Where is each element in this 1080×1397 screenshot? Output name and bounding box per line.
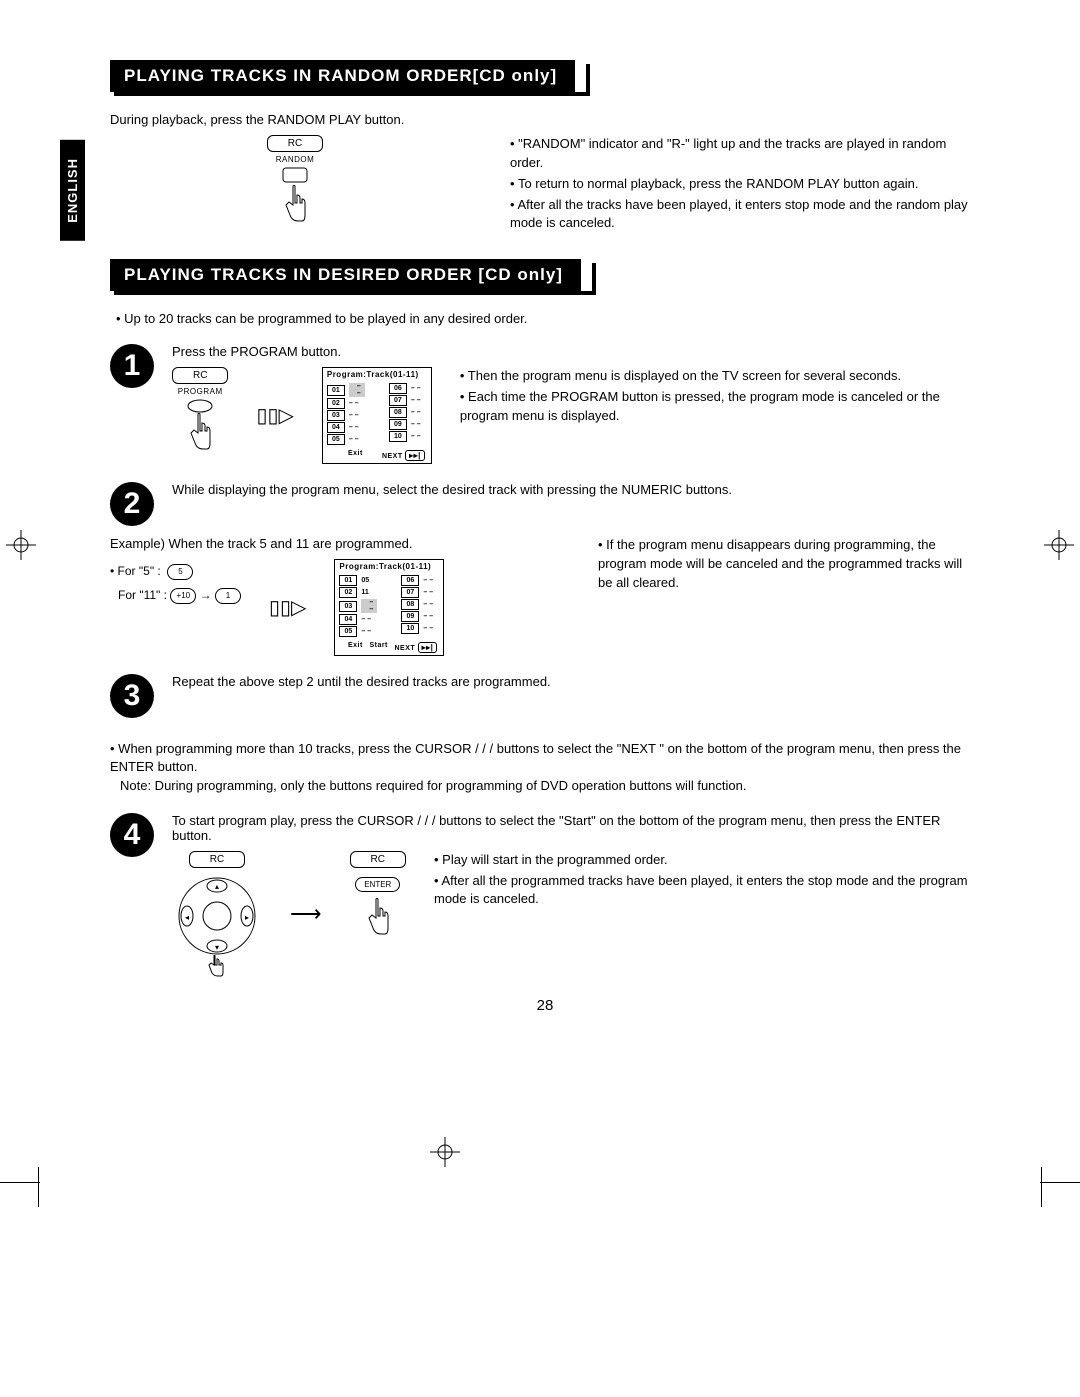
bullet-item: If the program menu disappears during pr… [598, 536, 980, 593]
crop-mark-bl [0, 1157, 50, 1207]
arrow-icon: ▯▯▷ [256, 403, 293, 428]
section2-title: PLAYING TRACKS IN DESIRED ORDER [CD only… [110, 259, 592, 291]
section1-illustration: RC RANDOM [110, 135, 480, 225]
section1-title: PLAYING TRACKS IN RANDOM ORDER[CD only] [110, 60, 586, 92]
svg-text:▸: ▸ [245, 913, 249, 922]
step4-text: To start program play, press the CURSOR … [172, 813, 980, 843]
bullet-item: To return to normal playback, press the … [510, 175, 980, 194]
hand-icon [185, 413, 215, 453]
section2-intro: • Up to 20 tracks can be programmed to b… [116, 311, 980, 326]
rc-box: RC [267, 135, 323, 152]
next-icon: ▸▸| [418, 642, 438, 653]
button-icon [185, 399, 215, 413]
step-number-3: 3 [110, 674, 154, 718]
step-number-1: 1 [110, 344, 154, 388]
section1-intro: During playback, press the RANDOM PLAY b… [110, 112, 980, 127]
rc-box: RC [189, 851, 245, 868]
start-label: Start [369, 642, 387, 653]
note-block: • When programming more than 10 tracks, … [110, 740, 980, 795]
random-label: RANDOM [276, 155, 315, 164]
crop-mark-br [1030, 1157, 1080, 1207]
step-3: 3 Repeat the above step 2 until the desi… [110, 674, 980, 718]
registration-mark-left [6, 530, 36, 560]
bullet-item: Then the program menu is displayed on th… [460, 367, 980, 386]
bullet-item: After all the tracks have been played, i… [510, 196, 980, 234]
button-icon [275, 167, 315, 185]
section1-bullets: "RANDOM" indicator and "R-" light up and… [510, 135, 980, 235]
svg-text:◂: ◂ [185, 913, 189, 922]
bullet-item: "RANDOM" indicator and "R-" light up and… [510, 135, 980, 173]
bullet-item: Each time the PROGRAM button is pressed,… [460, 388, 980, 426]
rc-box: RC [350, 851, 406, 868]
svg-text:▾: ▾ [215, 943, 219, 952]
cursor-pad-illustration: RC ▴ ▾ ◂ ▸ [172, 851, 262, 977]
example-inputs: • For "5" : 5 For "11" : +10 → 1 [110, 559, 241, 607]
registration-mark-bottom [430, 1137, 460, 1167]
step1-bullets: Then the program menu is displayed on th… [460, 367, 980, 428]
enter-button-illustration: RC ENTER [350, 851, 406, 938]
step1-remote-illustration: RC PROGRAM [172, 367, 228, 453]
program-table-title: Program:Track(01-11) [323, 368, 431, 381]
program-table-title: Program:Track(01-11) [335, 560, 443, 573]
enter-button: ENTER [355, 877, 400, 892]
step2-example-label: Example) When the track 5 and 11 are pro… [110, 536, 570, 551]
arrow-icon: ⟶ [290, 901, 322, 927]
language-tab: ENGLISH [60, 140, 85, 241]
hand-icon [280, 185, 310, 225]
program-label: PROGRAM [178, 387, 223, 396]
cursor-pad-icon: ▴ ▾ ◂ ▸ [172, 871, 262, 961]
numeric-5-button: 5 [167, 564, 193, 580]
next-label: NEXT [394, 645, 415, 652]
step-number-4: 4 [110, 813, 154, 857]
step2-text: While displaying the program menu, selec… [172, 482, 980, 497]
arrow-icon: ▯▯▷ [269, 595, 306, 620]
hand-small-icon [204, 955, 230, 977]
step-1: 1 Press the PROGRAM button. RC PROGRAM ▯… [110, 344, 980, 464]
step2-bullets: If the program menu disappears during pr… [598, 536, 980, 595]
step3-text: Repeat the above step 2 until the desire… [172, 674, 980, 689]
numeric-plus10-button: +10 [170, 588, 196, 604]
bullet-item: After all the programmed tracks have bee… [434, 872, 980, 910]
exit-label: Exit [348, 450, 363, 461]
step-4: 4 To start program play, press the CURSO… [110, 813, 980, 977]
next-icon: ▸▸| [405, 450, 425, 461]
step1-text: Press the PROGRAM button. [172, 344, 980, 359]
hand-icon [363, 898, 393, 938]
svg-text:▴: ▴ [215, 882, 219, 891]
rc-box: RC [172, 367, 228, 384]
next-label: NEXT [382, 453, 403, 460]
page-number: 28 [110, 997, 980, 1014]
bullet-item: Play will start in the programmed order. [434, 851, 980, 870]
step-number-2: 2 [110, 482, 154, 526]
page-content: PLAYING TRACKS IN RANDOM ORDER[CD only] … [110, 60, 980, 1014]
exit-label: Exit [348, 642, 363, 653]
program-table-2: Program:Track(01-11) 0105021103– –04– –0… [334, 559, 444, 656]
program-table-1: Program:Track(01-11) 01– –02– –03– –04– … [322, 367, 432, 464]
step-2: 2 While displaying the program menu, sel… [110, 482, 980, 526]
registration-mark-right [1044, 530, 1074, 560]
numeric-1-button: 1 [215, 588, 241, 604]
step4-bullets: Play will start in the programmed order.… [434, 851, 980, 912]
